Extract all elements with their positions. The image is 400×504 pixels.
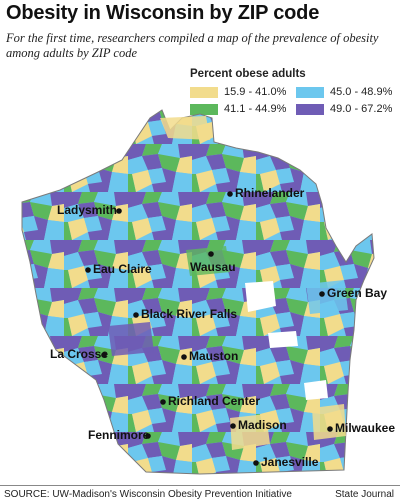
legend-label: 45.0 - 48.9% (330, 86, 393, 98)
zip-region (230, 414, 270, 450)
zip-region (160, 116, 210, 140)
legend-item-41-45: 41.1 - 44.9% (190, 103, 286, 115)
map-title: Obesity in Wisconsin by ZIP code (6, 2, 320, 24)
footer-divider (0, 485, 400, 486)
city-marker-rhinelander (227, 191, 233, 197)
city-marker-janesville (253, 460, 259, 466)
city-marker-wausau (208, 251, 214, 257)
city-label-eau-claire: Eau Claire (93, 262, 152, 276)
city-marker-madison (230, 423, 236, 429)
map-subtitle: For the first time, researchers compiled… (6, 31, 379, 60)
city-label-richland-center: Richland Center (168, 394, 261, 408)
city-label-ladysmith: Ladysmith (57, 203, 118, 217)
city-label-fennimore: Fennimore (88, 428, 150, 442)
legend-label: 15.9 - 41.0% (224, 86, 287, 98)
unpopulated-area (268, 331, 298, 348)
city-label-black-river-falls: Black River Falls (141, 307, 238, 321)
legend-swatch (296, 86, 324, 98)
credit-label: State Journal (335, 489, 394, 500)
city-marker-fennimore (145, 433, 151, 439)
legend-item-45-49: 45.0 - 48.9% (296, 86, 392, 98)
legend-label: 49.0 - 67.2% (330, 103, 393, 115)
city-label-janesville: Janesville (261, 455, 319, 469)
zip-region (186, 246, 230, 276)
source-note: SOURCE: UW-Madison's Wisconsin Obesity P… (4, 489, 292, 500)
legend-swatch (190, 86, 218, 98)
city-marker-ladysmith (116, 208, 122, 214)
legend-title: Percent obese adults (190, 68, 306, 80)
zip-region (108, 322, 154, 356)
city-label-la-crosse: La Crosse (50, 347, 109, 361)
city-marker-green-bay (319, 291, 325, 297)
unpopulated-area (304, 380, 328, 400)
unpopulated-area (245, 281, 276, 312)
city-marker-la-crosse (101, 352, 107, 358)
legend-swatch (296, 103, 324, 115)
zip-region (306, 280, 348, 314)
city-label-madison: Madison (238, 418, 287, 432)
city-label-milwaukee: Milwaukee (335, 421, 396, 435)
city-marker-milwaukee (327, 426, 333, 432)
city-label-wausau: Wausau (190, 260, 236, 274)
legend-item-49-67: 49.0 - 67.2% (296, 103, 392, 115)
city-label-rhinelander: Rhinelander (235, 186, 305, 200)
city-marker-eau-claire (85, 267, 91, 273)
city-marker-black-river-falls (133, 312, 139, 318)
unpopulated-area (64, 386, 86, 404)
legend-item-15-41: 15.9 - 41.0% (190, 86, 286, 98)
legend-swatch (190, 103, 218, 115)
city-label-green-bay: Green Bay (327, 286, 388, 300)
zip-region (312, 404, 346, 440)
wisconsin-map (21, 109, 375, 475)
city-marker-richland-center (160, 399, 166, 405)
city-marker-mauston (181, 354, 187, 360)
legend-label: 41.1 - 44.9% (224, 103, 287, 115)
city-label-mauston: Mauston (189, 349, 239, 363)
